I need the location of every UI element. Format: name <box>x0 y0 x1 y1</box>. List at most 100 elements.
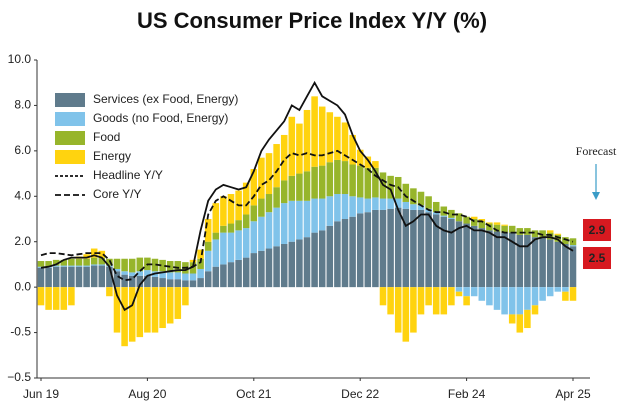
bar-segment <box>394 198 402 208</box>
bar-segment <box>90 248 98 258</box>
bar-segment <box>425 212 432 288</box>
bar-segment <box>52 266 60 288</box>
bar-segment <box>189 259 197 263</box>
bar-segment <box>106 258 113 266</box>
bar-segment <box>136 257 144 272</box>
bar-segment <box>197 268 204 279</box>
bar-segment <box>258 250 265 288</box>
bar-segment <box>539 287 546 301</box>
bar-segment <box>242 214 250 229</box>
bar-segment <box>113 271 121 288</box>
annotation-value: 2.5 <box>589 251 606 265</box>
bar-segment <box>417 287 425 315</box>
bar-segment <box>288 175 296 201</box>
bar-segment <box>296 123 303 174</box>
bar-segment <box>182 287 189 306</box>
bar-segment <box>250 205 258 222</box>
bar-segment <box>144 287 151 333</box>
bar-segment <box>440 206 448 216</box>
y-tick-label: −0.5 <box>7 370 31 384</box>
bar-segment <box>60 265 68 267</box>
bar-segment <box>463 287 470 297</box>
line-series <box>40 149 574 282</box>
bar-segment <box>478 287 486 301</box>
x-tick-label: Dec 22 <box>341 387 379 401</box>
bar-segment <box>227 194 235 224</box>
bar-segment <box>204 241 212 251</box>
bar-segment <box>60 287 68 310</box>
bar-segment <box>52 259 60 266</box>
bar-segment <box>516 314 524 333</box>
bar-segment <box>508 225 516 233</box>
bar-segment <box>448 219 455 288</box>
chart-title: US Consumer Price Index Y/Y (%) <box>137 8 487 33</box>
legend-label: Core Y/Y <box>93 187 141 201</box>
bar-segment <box>204 250 212 272</box>
bar-segment <box>174 287 182 319</box>
bar-segment <box>417 191 425 206</box>
bar-segment <box>326 196 334 226</box>
bar-segment <box>90 257 98 265</box>
bar-segment <box>45 261 52 267</box>
bar-segment <box>546 230 554 233</box>
x-tick-label: Aug 20 <box>128 387 166 401</box>
bar-segment <box>372 167 379 198</box>
bar-segment <box>554 241 562 288</box>
bar-segment <box>75 266 83 288</box>
bar-segment <box>508 232 516 288</box>
bar-segment <box>37 261 45 267</box>
bar-segment <box>394 287 402 333</box>
bar-segment <box>151 287 159 333</box>
bar-segment <box>448 287 455 306</box>
bar-segment <box>75 265 83 267</box>
bar-segment <box>121 287 128 347</box>
legend-label: Energy <box>93 149 131 163</box>
bar-segment <box>470 216 478 219</box>
bar-segment <box>524 228 531 235</box>
bar-segment <box>364 156 372 168</box>
bar-segment <box>356 197 364 214</box>
bar-segment <box>159 259 166 272</box>
bar-segment <box>189 280 197 288</box>
bar-segment <box>516 234 524 288</box>
bar-segment <box>501 232 508 288</box>
bar-segment <box>273 144 280 188</box>
bar-segment <box>113 258 121 269</box>
y-tick-label: 2.0 <box>14 234 31 248</box>
x-tick-label: Jun 19 <box>23 387 59 401</box>
bar-segment <box>432 212 440 215</box>
bar-segment <box>174 279 182 288</box>
bar-segment <box>508 287 516 315</box>
bar-segment <box>174 272 182 280</box>
bar-segment <box>227 262 235 288</box>
bar-segment <box>531 287 539 306</box>
bar-segment <box>402 183 410 202</box>
bar-segment <box>144 275 151 288</box>
y-tick-label: 0.0 <box>14 279 31 293</box>
bar-segment <box>303 200 311 238</box>
bar-segment <box>83 258 90 266</box>
bar-segment <box>68 266 75 288</box>
bar-segment <box>128 287 136 342</box>
bar-segment <box>531 237 539 288</box>
bar-segment <box>440 216 448 288</box>
bar-segment <box>501 224 508 226</box>
x-tick-label: Apr 25 <box>555 387 591 401</box>
bar-segment <box>379 198 387 210</box>
legend-swatch <box>55 112 85 126</box>
bar-segment <box>394 207 402 288</box>
bar-segment <box>417 209 425 288</box>
legend-label: Goods (no Food, Energy) <box>93 111 228 125</box>
bar-segment <box>349 134 356 165</box>
bar-segment <box>364 212 372 288</box>
bar-segment <box>273 207 280 247</box>
bar-segment <box>318 230 326 288</box>
bar-segment <box>334 221 341 288</box>
bar-segment <box>448 209 455 218</box>
bar-segment <box>349 196 356 217</box>
bar-segment <box>372 161 379 168</box>
bar-segment <box>402 208 410 288</box>
bar-segment <box>410 204 417 210</box>
bar-segment <box>379 209 387 288</box>
